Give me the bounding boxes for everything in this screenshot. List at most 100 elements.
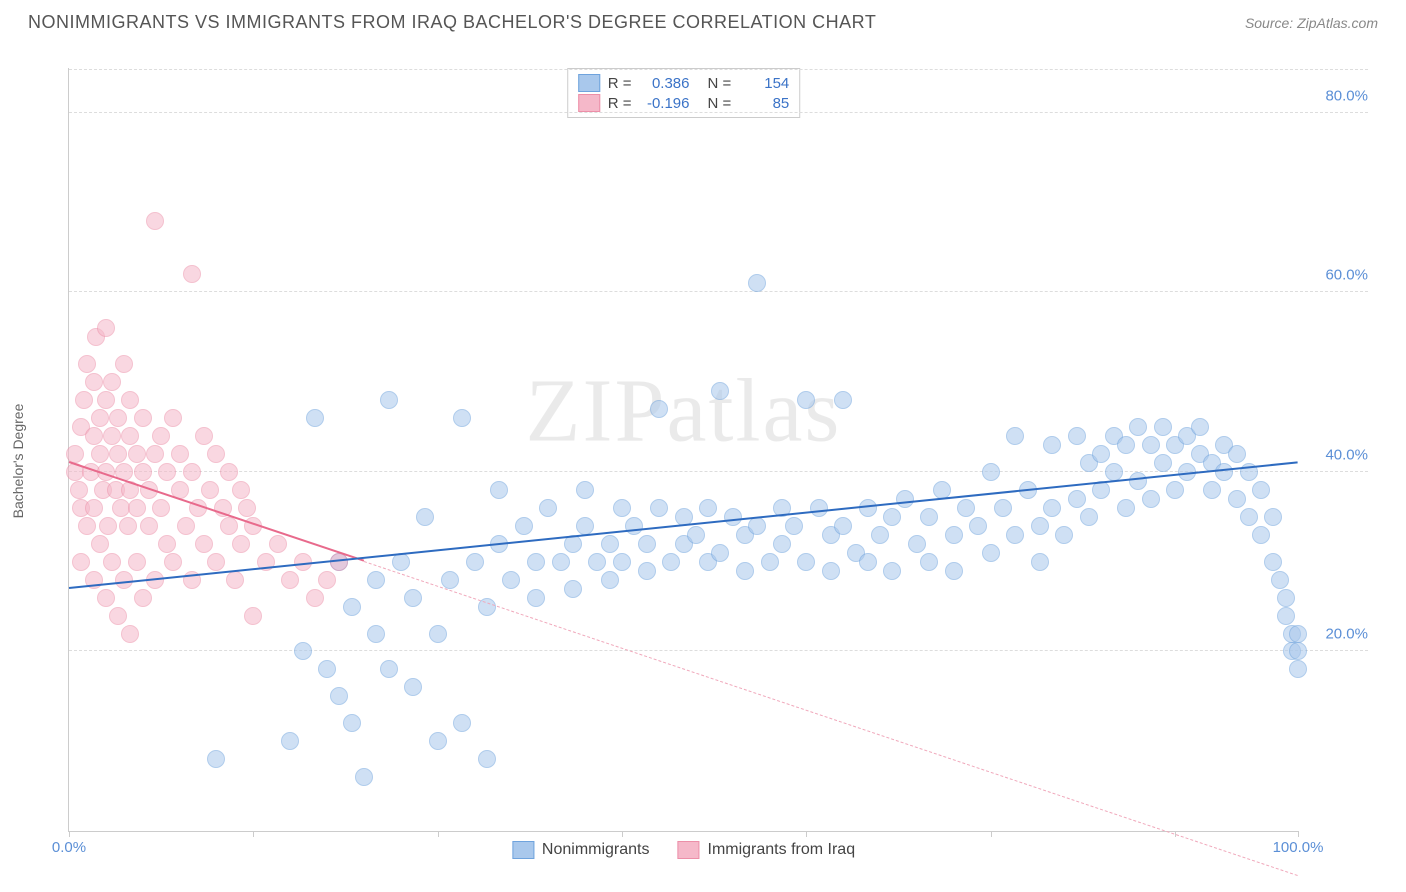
data-point [85,499,103,517]
data-point [969,517,987,535]
chart-source: Source: ZipAtlas.com [1245,15,1378,31]
data-point [1068,490,1086,508]
data-point [75,391,93,409]
data-point [1228,445,1246,463]
data-point [748,274,766,292]
data-point [121,427,139,445]
data-point [576,517,594,535]
data-point [429,732,447,750]
data-point [1031,517,1049,535]
data-point [97,589,115,607]
data-point [103,427,121,445]
data-point [103,373,121,391]
data-point [613,499,631,517]
data-point [404,589,422,607]
data-point [552,553,570,571]
data-point [638,562,656,580]
data-point [404,678,422,696]
data-point [109,607,127,625]
correlation-box: R =0.386N =154R =-0.196N =85 [567,68,801,118]
data-point [119,517,137,535]
data-point [134,409,152,427]
data-point [226,571,244,589]
data-point [128,499,146,517]
data-point [109,409,127,427]
data-point [1289,625,1307,643]
data-point [146,212,164,230]
series-swatch [578,74,600,92]
data-point [177,517,195,535]
series-swatch [578,94,600,112]
data-point [244,607,262,625]
data-point [232,481,250,499]
data-point [687,526,705,544]
data-point [453,714,471,732]
gridline-h [69,471,1368,472]
data-point [994,499,1012,517]
correlation-row: R =0.386N =154 [578,73,790,93]
data-point [318,571,336,589]
data-point [1289,642,1307,660]
y-tick-label: 20.0% [1308,626,1368,643]
data-point [367,625,385,643]
data-point [195,535,213,553]
data-point [1203,481,1221,499]
data-point [982,463,1000,481]
data-point [564,580,582,598]
data-point [1264,508,1282,526]
legend-label: Immigrants from Iraq [708,841,856,859]
data-point [945,526,963,544]
x-tick-mark [1298,831,1299,837]
data-point [146,445,164,463]
data-point [72,553,90,571]
legend-item: Immigrants from Iraq [678,841,856,859]
x-tick-mark [991,831,992,837]
data-point [1166,481,1184,499]
data-point [1142,490,1160,508]
gridline-h [69,291,1368,292]
data-point [441,571,459,589]
data-point [1117,499,1135,517]
source-name: ZipAtlas.com [1297,15,1378,31]
data-point [613,553,631,571]
data-point [115,355,133,373]
data-point [957,499,975,517]
data-point [502,571,520,589]
data-point [834,391,852,409]
data-point [201,481,219,499]
data-point [121,625,139,643]
data-point [91,535,109,553]
data-point [232,535,250,553]
data-point [1129,472,1147,490]
data-point [1068,427,1086,445]
data-point [1006,427,1024,445]
data-point [330,687,348,705]
data-point [306,409,324,427]
data-point [908,535,926,553]
data-point [1055,526,1073,544]
data-point [1252,481,1270,499]
data-point [343,714,361,732]
data-point [195,427,213,445]
data-point [515,517,533,535]
data-point [158,463,176,481]
data-point [380,391,398,409]
data-point [1277,589,1295,607]
chart-title: NONIMMIGRANTS VS IMMIGRANTS FROM IRAQ BA… [28,12,876,33]
y-tick-label: 40.0% [1308,446,1368,463]
data-point [650,400,668,418]
gridline-h [69,69,1368,70]
data-point [736,562,754,580]
data-point [1117,436,1135,454]
source-prefix: Source: [1245,15,1297,31]
data-point [859,553,877,571]
data-point [711,544,729,562]
n-value: 85 [739,95,789,112]
data-point [1154,454,1172,472]
data-point [1154,418,1172,436]
x-tick-mark [806,831,807,837]
data-point [748,517,766,535]
plot-area: ZIPatlas R =0.386N =154R =-0.196N =85 No… [68,68,1298,832]
data-point [1264,553,1282,571]
data-point [711,382,729,400]
